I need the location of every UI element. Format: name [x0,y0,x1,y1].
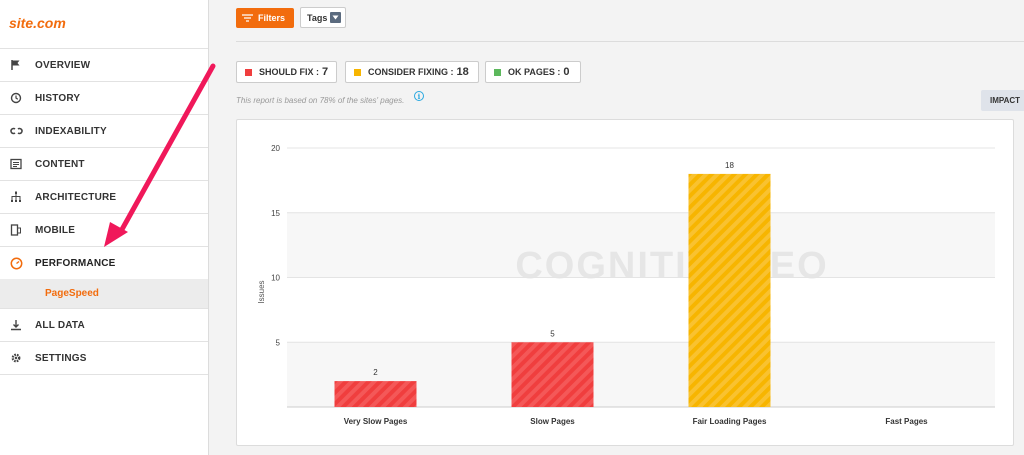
report-note: This report is based on 78% of the sites… [236,96,405,105]
sidebar-item-label: MOBILE [35,224,76,236]
sidebar-item-label: ALL DATA [35,319,85,331]
gear-icon [9,351,23,365]
content-icon [9,157,23,171]
should-fix-label: SHOULD FIX : [259,67,319,77]
filter-icon [242,14,253,22]
chart-bar[interactable] [511,342,594,407]
download-icon [9,318,23,332]
info-icon[interactable]: i [414,91,424,101]
sidebar-item-indexability[interactable]: INDEXABILITY [0,114,208,147]
filters-label: Filters [258,13,286,23]
plot-band [287,212,995,278]
filters-button[interactable]: Filters [236,8,294,28]
y-tick-label: 10 [271,274,280,283]
sitemap-icon [9,190,23,204]
main-content: Filters Tags SHOULD FIX : 7 CONSIDER FIX… [209,0,1024,455]
sidebar-item-mobile[interactable]: MOBILE [0,213,208,246]
chart-bar[interactable] [688,173,771,407]
x-tick-label: Slow Pages [530,417,575,426]
consider-fixing-count: 18 [456,66,469,78]
sidebar-item-settings[interactable]: SETTINGS [0,341,208,374]
site-logo[interactable]: site.com [9,15,66,31]
history-icon [9,91,23,105]
sidebar: site.com OVERVIEW HISTORY INDEXABILITY C… [0,0,209,455]
chart-watermark: COGNITIVESEO [515,245,828,287]
divider [236,41,1024,42]
sidebar-item-label: HISTORY [35,92,81,104]
consider-fixing-swatch [354,68,361,76]
sidebar-item-label: ARCHITECTURE [35,191,117,203]
y-axis-label: Issues [257,280,266,303]
flag-icon [9,58,23,72]
x-tick-label: Very Slow Pages [344,417,408,426]
mobile-icon [9,223,23,237]
ok-pages-label: OK PAGES : [508,67,561,77]
tags-label: Tags [307,12,328,23]
sidebar-item-label: PERFORMANCE [35,257,116,269]
chart-card: COGNITIVESEO 5 10 15 20 2 Very Slow Pages 5 Sl… [236,119,1014,446]
sidebar-item-content[interactable]: CONTENT [0,147,208,180]
y-tick-label: 20 [271,144,280,153]
sidebar-item-label: INDEXABILITY [35,125,107,137]
y-tick-label: 5 [276,338,281,347]
gauge-icon [9,256,23,270]
consider-fixing-filter[interactable]: CONSIDER FIXING : 18 [345,61,479,83]
link-icon [9,124,23,138]
sidebar-item-label: SETTINGS [35,352,87,364]
sidebar-item-performance[interactable]: PERFORMANCE [0,246,208,279]
y-tick-label: 15 [271,209,280,218]
sidebar-subitem-pagespeed[interactable]: PageSpeed [0,279,208,308]
impact-tab[interactable]: IMPACT [981,90,1024,111]
x-tick-label: Fair Loading Pages [693,417,767,426]
tags-dropdown[interactable]: Tags [300,7,346,28]
sidebar-item-all-data[interactable]: ALL DATA [0,308,208,341]
sidebar-item-label: OVERVIEW [35,59,91,71]
chart-bar[interactable] [334,381,417,407]
bar-chart: COGNITIVESEO 5 10 15 20 2 Very Slow Pages 5 Sl… [257,144,995,426]
sidebar-item-history[interactable]: HISTORY [0,81,208,114]
chevron-down-icon [330,12,341,23]
should-fix-swatch [245,68,252,76]
bar-value-label: 2 [373,368,378,377]
sidebar-item-architecture[interactable]: ARCHITECTURE [0,180,208,213]
sidebar-item-label: CONTENT [35,158,85,170]
ok-pages-count: 0 [563,66,570,78]
ok-pages-swatch [494,68,501,76]
consider-fixing-label: CONSIDER FIXING : [368,67,454,77]
should-fix-count: 7 [322,66,329,78]
bar-value-label: 5 [550,329,555,338]
should-fix-filter[interactable]: SHOULD FIX : 7 [236,61,337,83]
ok-pages-filter[interactable]: OK PAGES : 0 [485,61,581,83]
x-tick-label: Fast Pages [885,417,928,426]
bar-value-label: 18 [725,161,734,170]
sidebar-item-overview[interactable]: OVERVIEW [0,48,208,81]
